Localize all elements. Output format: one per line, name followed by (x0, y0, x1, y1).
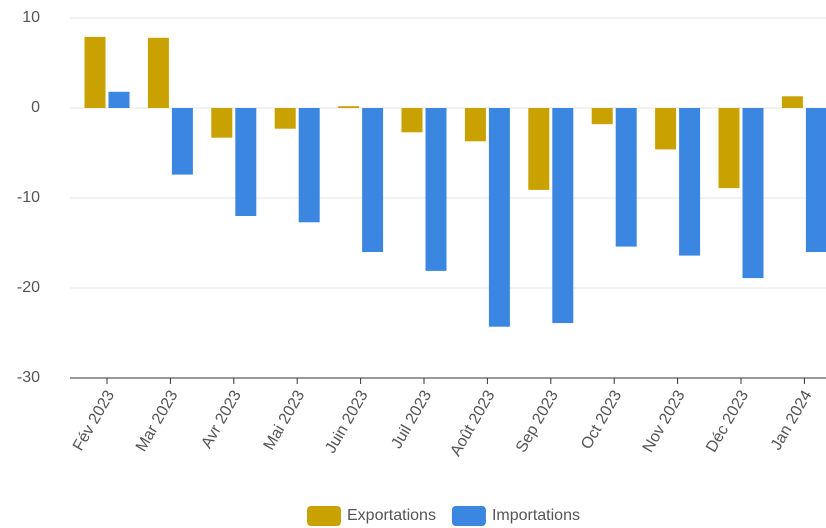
x-tick-label: Nov 2023 (640, 388, 689, 456)
y-tick-label: -20 (17, 279, 40, 296)
bar (552, 108, 574, 324)
bar (338, 106, 360, 108)
bar (679, 108, 701, 256)
bar (781, 96, 803, 108)
x-tick-label: Jan 2024 (768, 388, 816, 454)
x-tick-label: Juil 2023 (388, 388, 435, 452)
bar (211, 108, 233, 138)
x-tick-label: Août 2023 (447, 388, 498, 460)
x-tick-label: Déc 2023 (703, 388, 752, 456)
x-tick-label: Mai 2023 (261, 388, 309, 454)
legend-label: Importations (492, 507, 580, 524)
y-tick-label: 10 (22, 9, 40, 26)
bar (171, 108, 193, 175)
bar (742, 108, 764, 279)
x-tick-label: Avr 2023 (198, 388, 245, 452)
bar (488, 108, 510, 327)
bar (235, 108, 257, 216)
bar (298, 108, 320, 223)
bar (464, 108, 486, 142)
bar (718, 108, 740, 189)
legend-label: Exportations (347, 507, 436, 524)
y-tick-label: 0 (31, 99, 40, 116)
y-tick-label: -10 (17, 189, 40, 206)
bar (362, 108, 384, 252)
bar (401, 108, 423, 133)
legend-swatch (451, 506, 486, 526)
x-tick-label: Juin 2023 (322, 388, 371, 457)
x-tick-label: Mar 2023 (133, 388, 182, 455)
bar (147, 37, 169, 108)
bar (655, 108, 677, 150)
x-tick-label: Oct 2023 (578, 388, 625, 453)
legend: Exportations Importations (307, 506, 580, 526)
legend-swatch (307, 506, 341, 526)
x-tick-label: Fév 2023 (70, 388, 118, 454)
bar (805, 108, 826, 252)
bar (274, 108, 296, 129)
bar (591, 108, 613, 125)
x-tick-label: Sep 2023 (513, 388, 562, 456)
bar (615, 108, 637, 247)
bar (84, 36, 106, 108)
bar (108, 91, 130, 108)
y-tick-label: -30 (17, 369, 40, 386)
bar (528, 108, 550, 190)
bar (425, 108, 447, 271)
